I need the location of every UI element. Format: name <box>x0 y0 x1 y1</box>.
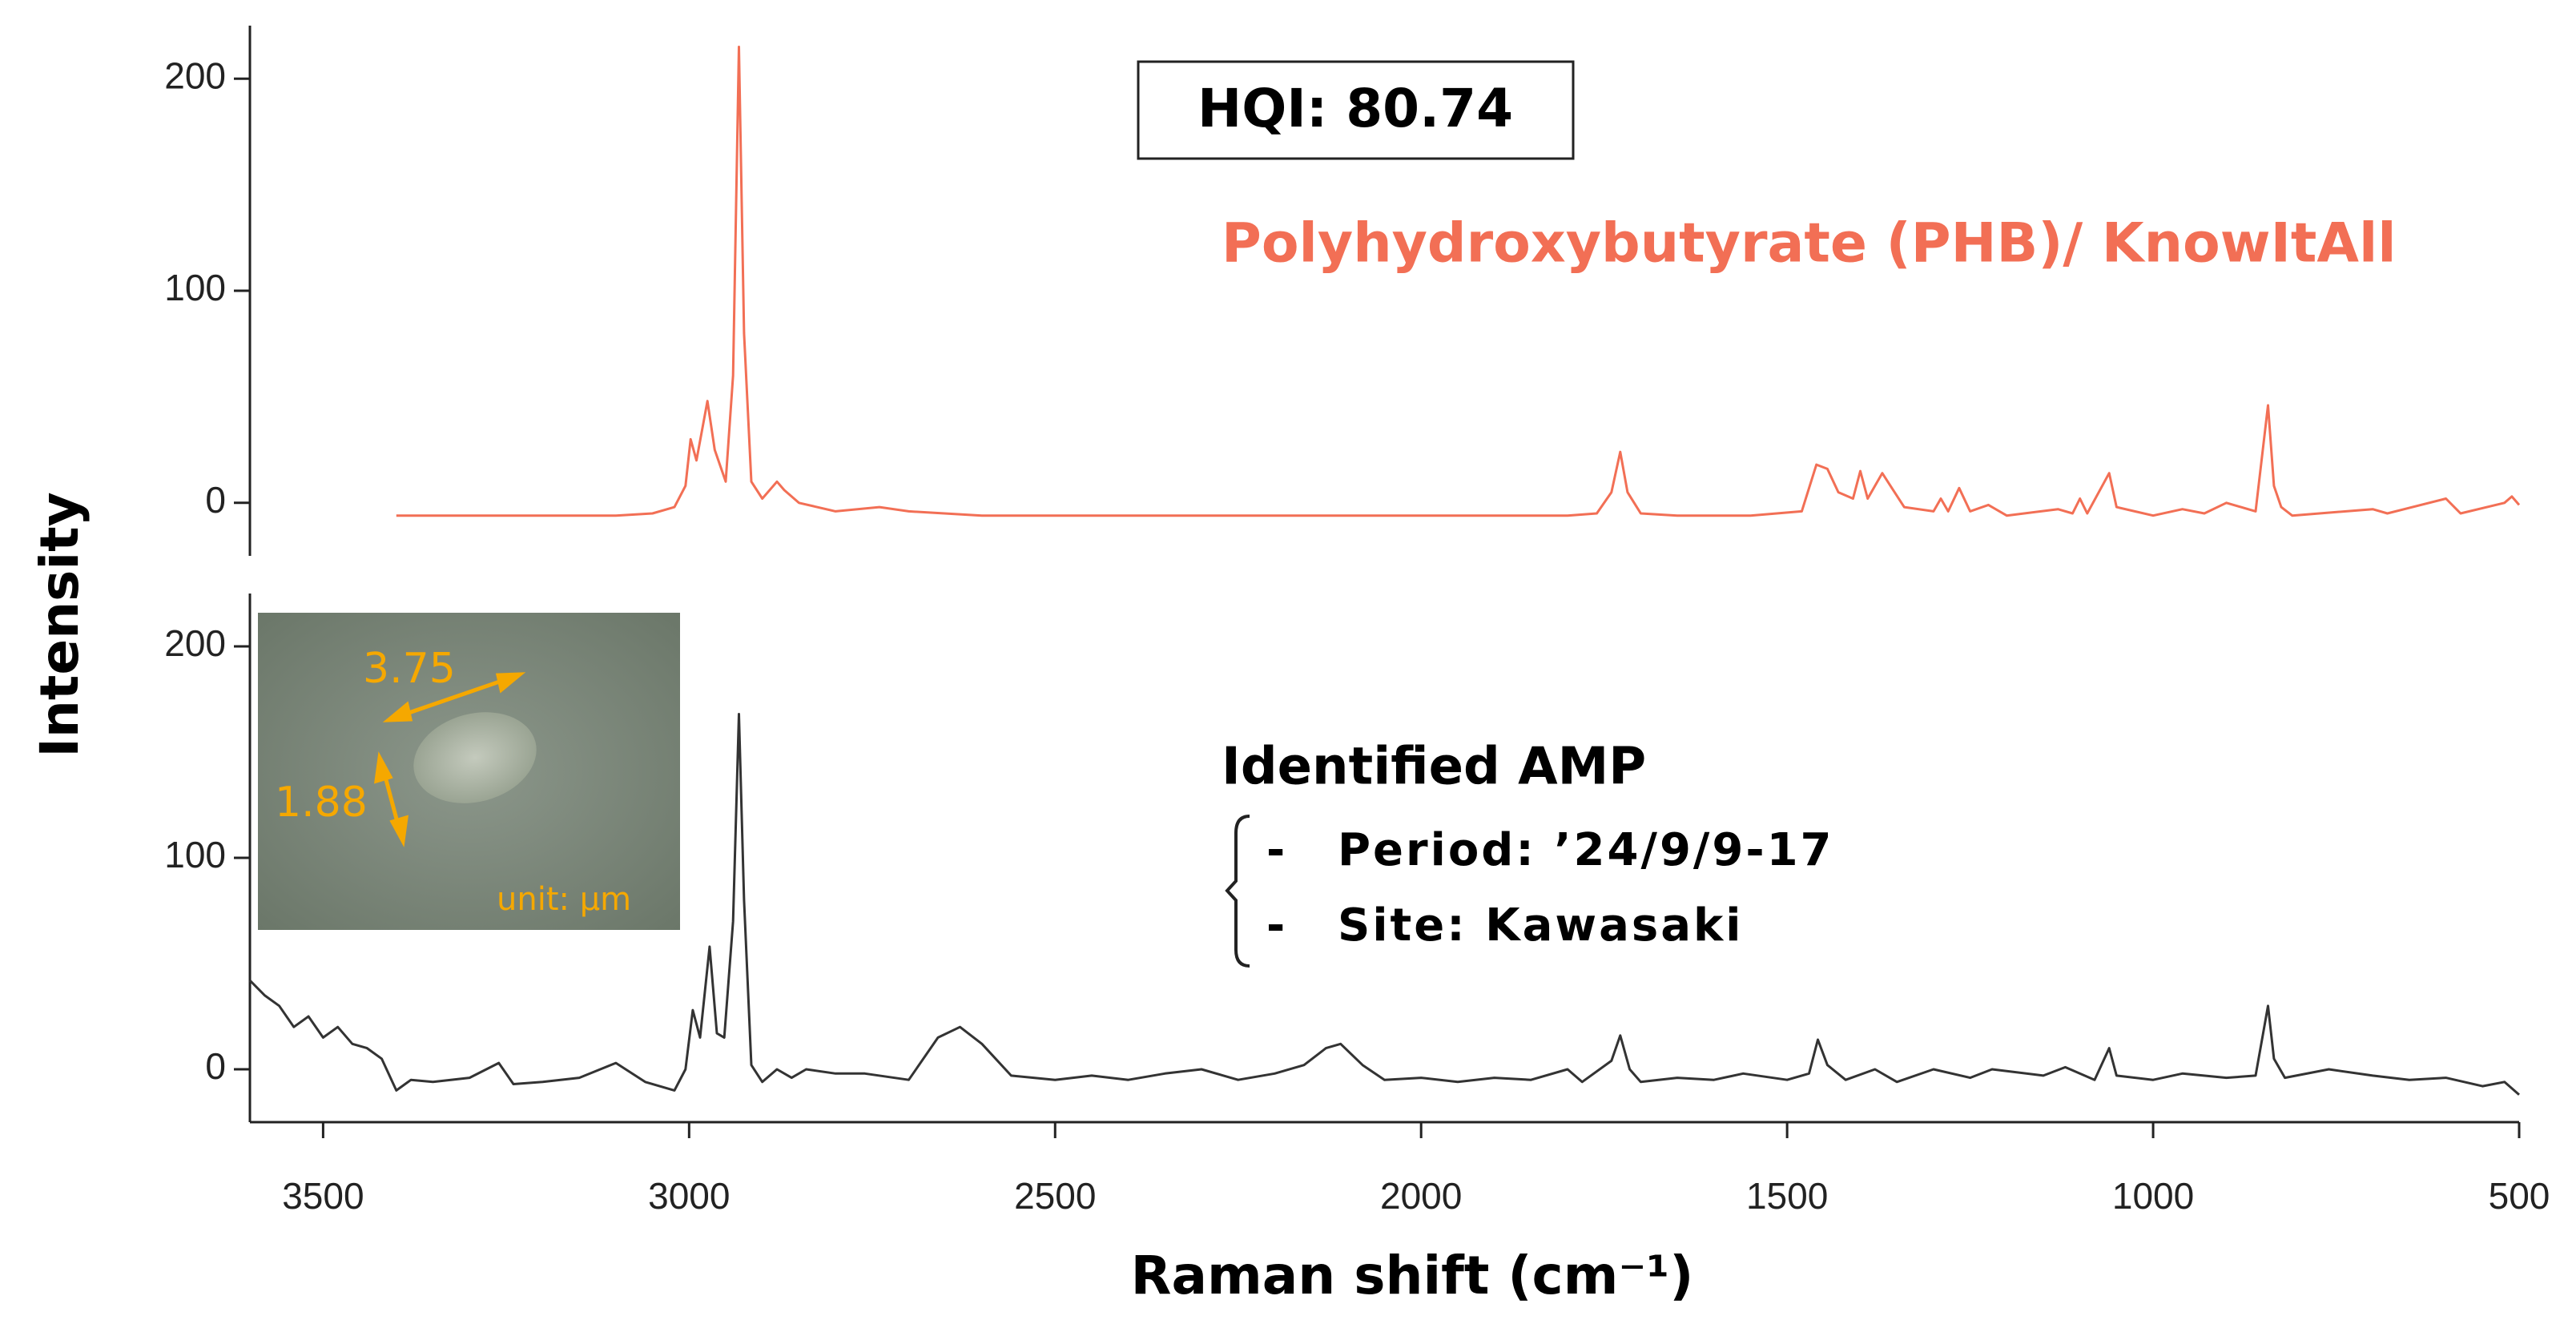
length-label: 3.75 <box>363 645 456 693</box>
inset-photo: 3.75 1.88 unit: µm <box>258 613 680 930</box>
spectrum-line <box>396 46 2521 517</box>
x-tick-label: 3000 <box>648 1175 730 1217</box>
y-tick-label: 200 <box>164 54 226 96</box>
list-marker: - <box>1266 899 1285 952</box>
x-tick-label: 1500 <box>1746 1175 1828 1217</box>
width-label: 1.88 <box>275 779 368 827</box>
y-tick-label: 0 <box>205 1045 226 1087</box>
x-tick-label: 2500 <box>1014 1175 1096 1217</box>
spectrum-line <box>248 713 2520 1096</box>
y-tick-label: 0 <box>205 479 226 521</box>
site-label: Site: Kawasaki <box>1338 899 1743 952</box>
period-label: Period: ’24/9/9-17 <box>1338 824 1834 876</box>
dimension-arrows <box>373 672 526 847</box>
x-tick-label: 500 <box>2489 1175 2550 1217</box>
y-tick-label: 100 <box>164 267 226 308</box>
y-tick-label: 200 <box>164 622 226 664</box>
x-tick-label: 2000 <box>1380 1175 1462 1217</box>
y-tick-label: 100 <box>164 834 226 875</box>
particle <box>413 712 537 803</box>
bracket <box>1225 815 1250 968</box>
sample-heading: Identified AMP <box>1222 738 1646 797</box>
list-marker: - <box>1266 824 1285 876</box>
hqi-label: HQI: 80.74 <box>1197 78 1513 139</box>
hqi-box <box>1137 60 1575 160</box>
reference-label: Polyhydroxybutyrate (PHB)/ KnowItAll <box>1222 212 2397 276</box>
unit-label: unit: µm <box>497 881 631 918</box>
x-tick-label: 1000 <box>2112 1175 2194 1217</box>
x-tick-label: 3500 <box>282 1175 364 1217</box>
x-axis-label: Raman shift (cm⁻¹) <box>1131 1245 1694 1306</box>
y-axis-label: Intensity <box>29 492 91 757</box>
